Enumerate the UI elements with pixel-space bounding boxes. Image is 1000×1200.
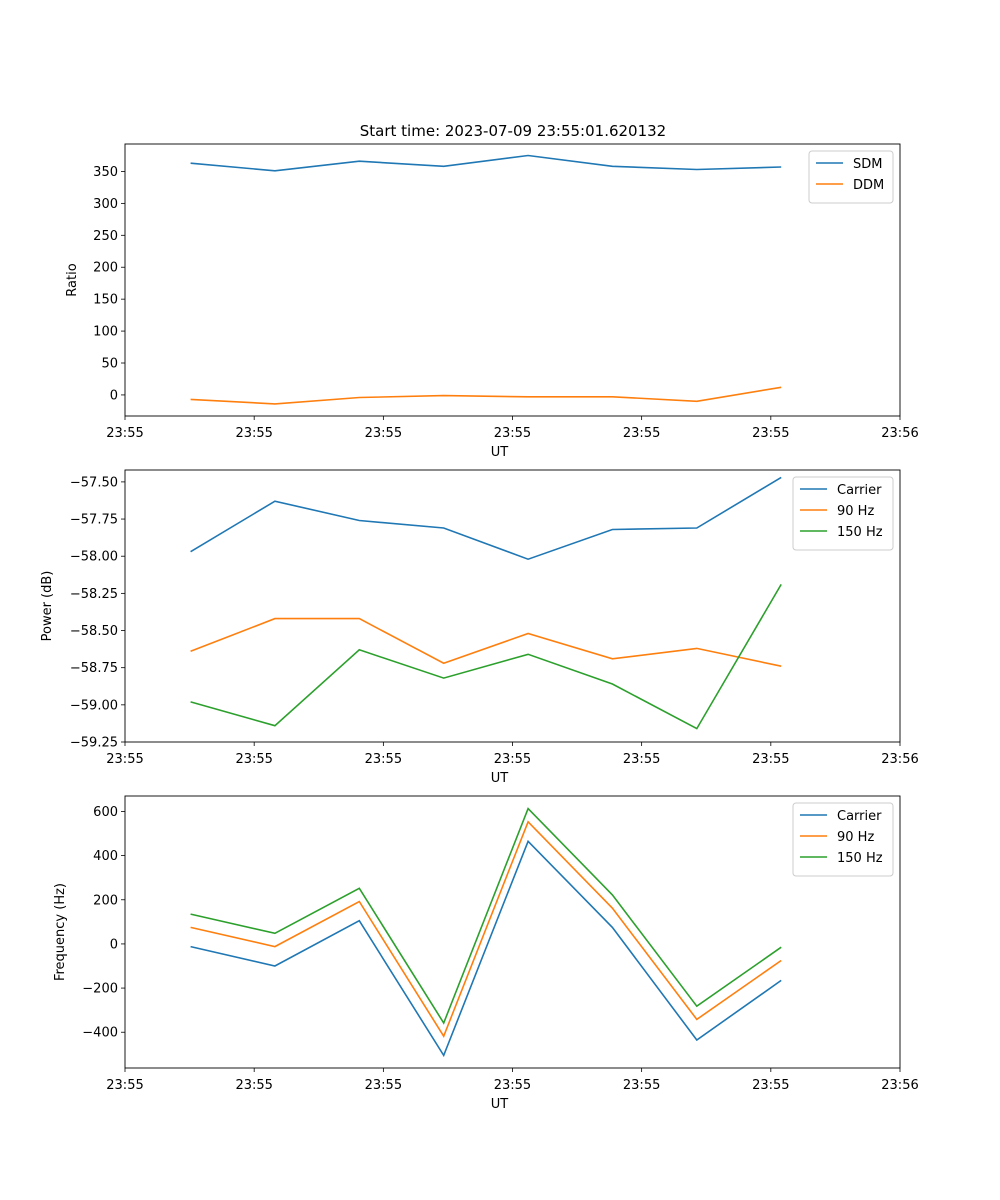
y-tick-label: 200 [93, 261, 118, 276]
x-axis-label: UT [491, 445, 509, 460]
x-tick-label: 23:55 [752, 752, 789, 767]
x-tick-label: 23:55 [365, 426, 402, 441]
x-tick-label: 23:55 [494, 426, 531, 441]
x-tick-label: 23:55 [752, 1078, 789, 1093]
x-tick-label: 23:55 [365, 1078, 402, 1093]
series-line-carrier [190, 476, 782, 561]
x-tick-label: 23:55 [494, 1078, 531, 1093]
y-tick-label: −58.25 [70, 587, 118, 602]
y-tick-label: 150 [93, 293, 118, 308]
y-tick-label: −57.50 [70, 475, 118, 490]
x-tick-label: 23:55 [752, 426, 789, 441]
y-tick-label: −200 [82, 982, 118, 997]
y-tick-label: −58.75 [70, 661, 118, 676]
y-tick-label: 50 [101, 357, 118, 372]
y-axis-label: Power (dB) [40, 571, 55, 642]
y-tick-label: 300 [93, 197, 118, 212]
legend: Carrier 90 Hz 150 Hz [792, 802, 894, 877]
x-tick-label: 23:55 [235, 426, 272, 441]
series-line-150-hz [190, 807, 782, 1025]
axes-frame [124, 795, 901, 1069]
x-tick-label: 23:55 [106, 426, 143, 441]
y-axis-label: Frequency (Hz) [53, 883, 68, 981]
legend: SDM DDM [808, 150, 894, 204]
legend-label: 150 Hz [837, 851, 883, 866]
series-line-150-hz [190, 583, 782, 730]
x-tick-label: 23:55 [365, 752, 402, 767]
x-tick-label: 23:55 [235, 752, 272, 767]
series-line-ddm [190, 386, 782, 405]
y-tick-label: 400 [93, 849, 118, 864]
x-tick-label: 23:55 [623, 752, 660, 767]
legend: Carrier 90 Hz 150 Hz [792, 476, 894, 551]
x-axis-label: UT [491, 771, 509, 786]
x-tick-label: 23:56 [881, 752, 918, 767]
y-tick-label: 0 [110, 388, 118, 403]
y-tick-label: −57.75 [70, 513, 118, 528]
axes-frame [124, 469, 901, 743]
x-tick-label: 23:55 [623, 1078, 660, 1093]
y-tick-label: 0 [110, 937, 118, 952]
x-tick-label: 23:55 [494, 752, 531, 767]
y-tick-label: −59.00 [70, 698, 118, 713]
chart-panel-2: −59.25 −59.00 −58.75 −58.50 −58.25 −58.00 −57.… [40, 469, 919, 786]
series-line-carrier [190, 839, 782, 1058]
series-line-90-hz [190, 820, 782, 1038]
x-tick-label: 23:56 [881, 1078, 918, 1093]
x-axis-label: UT [491, 1097, 509, 1112]
y-tick-label: −400 [82, 1026, 118, 1041]
y-tick-label: 250 [93, 229, 118, 244]
y-tick-label: −59.25 [70, 736, 118, 751]
y-tick-label: −58.50 [70, 624, 118, 639]
y-tick-label: 600 [93, 805, 118, 820]
y-axis-label: Ratio [65, 263, 80, 296]
x-tick-label: 23:55 [623, 426, 660, 441]
axes-frame [124, 143, 901, 417]
legend-label: Carrier [837, 483, 882, 498]
series-line-90-hz [190, 617, 782, 667]
legend-label: DDM [853, 178, 884, 193]
series-line-sdm [190, 154, 782, 172]
chart-panel-1: 0 50 100 150 200 250 300 350 23:55 23:55 23:55 23:5… [65, 143, 919, 460]
y-tick-label: 100 [93, 325, 118, 340]
y-tick-label: 200 [93, 893, 118, 908]
legend-label: Carrier [837, 809, 882, 824]
x-tick-label: 23:56 [881, 426, 918, 441]
y-tick-label: −58.00 [70, 550, 118, 565]
legend-label: 90 Hz [837, 830, 874, 845]
legend-box [808, 150, 894, 204]
legend-label: 90 Hz [837, 504, 874, 519]
legend-label: SDM [853, 157, 882, 172]
x-tick-label: 23:55 [106, 752, 143, 767]
x-tick-label: 23:55 [235, 1078, 272, 1093]
panels: 0 50 100 150 200 250 300 350 23:55 23:55 23:55 23:5… [40, 143, 919, 1112]
figure-title: Start time: 2023-07-09 23:55:01.620132 [360, 122, 666, 140]
legend-label: 150 Hz [837, 525, 883, 540]
y-tick-label: 350 [93, 165, 118, 180]
chart-panel-3: −400 −200 0 200 400 600 23:55 23:55 23:55 23:55 23… [53, 795, 919, 1112]
x-tick-label: 23:55 [106, 1078, 143, 1093]
